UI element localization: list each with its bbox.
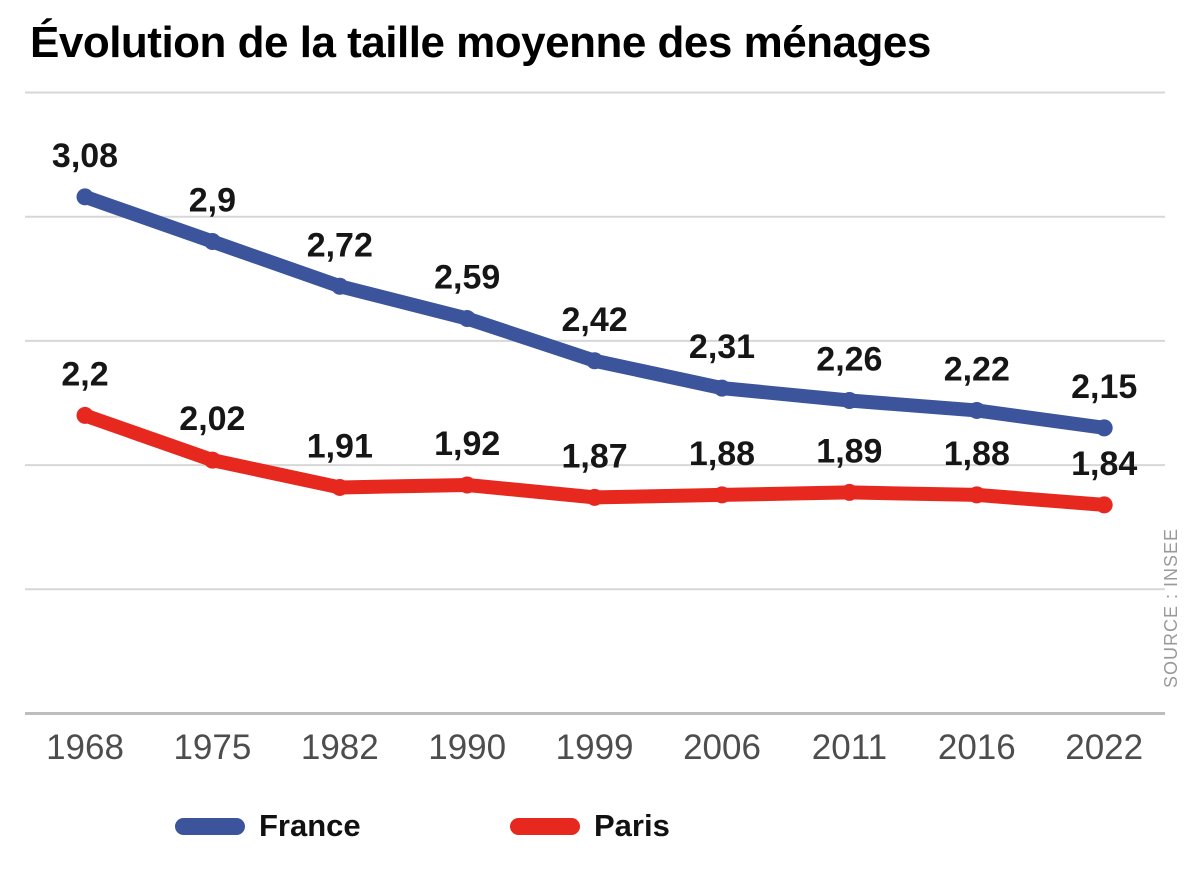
value-label-paris: 1,91 bbox=[307, 427, 373, 465]
point-marker-france bbox=[713, 379, 731, 397]
value-label-paris: 1,89 bbox=[816, 432, 882, 470]
point-marker-france bbox=[586, 352, 604, 370]
point-marker-paris bbox=[968, 486, 986, 504]
value-label-paris: 1,87 bbox=[562, 437, 628, 475]
value-label-france: 2,15 bbox=[1071, 368, 1137, 406]
point-marker-paris bbox=[458, 476, 476, 494]
point-marker-france bbox=[458, 310, 476, 328]
point-marker-france bbox=[1095, 419, 1113, 437]
value-label-france: 2,72 bbox=[307, 226, 373, 264]
point-marker-paris bbox=[203, 451, 221, 469]
point-marker-paris bbox=[840, 483, 858, 501]
point-marker-paris bbox=[713, 486, 731, 504]
value-label-paris: 1,88 bbox=[944, 435, 1010, 473]
x-tick-label: 1968 bbox=[46, 728, 124, 767]
france-line-swatch bbox=[175, 817, 245, 835]
point-marker-france bbox=[203, 233, 221, 251]
x-tick-label: 2016 bbox=[938, 728, 1016, 767]
point-marker-france bbox=[76, 188, 94, 206]
value-label-france: 2,9 bbox=[189, 182, 236, 220]
legend-item-france: France bbox=[175, 806, 361, 846]
x-tick-label: 2006 bbox=[683, 728, 761, 767]
point-marker-france bbox=[840, 392, 858, 410]
value-label-paris: 1,84 bbox=[1071, 445, 1137, 483]
point-marker-paris bbox=[76, 406, 94, 424]
value-label-france: 2,26 bbox=[816, 341, 882, 379]
source-credit: SOURCE : INSEE bbox=[1161, 528, 1181, 689]
value-label-paris: 1,88 bbox=[689, 435, 755, 473]
value-label-paris: 2,02 bbox=[179, 400, 245, 438]
x-tick-label: 2011 bbox=[812, 728, 887, 767]
point-marker-paris bbox=[331, 478, 349, 496]
x-tick-label: 1999 bbox=[556, 728, 634, 767]
value-label-paris: 2,2 bbox=[61, 355, 108, 393]
value-label-france: 2,31 bbox=[689, 328, 755, 366]
legend-item-paris: Paris bbox=[510, 806, 670, 846]
value-label-paris: 1,92 bbox=[434, 425, 500, 463]
x-tick-label: 1975 bbox=[173, 728, 251, 767]
value-label-france: 2,22 bbox=[944, 350, 1010, 388]
value-label-france: 3,08 bbox=[52, 137, 118, 175]
paris-line-swatch bbox=[510, 817, 580, 835]
legend-label-france: France bbox=[259, 807, 361, 843]
legend-label-paris: Paris bbox=[594, 807, 670, 843]
point-marker-paris bbox=[1095, 496, 1113, 514]
x-tick-label: 2022 bbox=[1065, 728, 1143, 767]
point-marker-france bbox=[968, 401, 986, 419]
point-marker-france bbox=[331, 277, 349, 295]
chart-title: Évolution de la taille moyenne des ménag… bbox=[30, 18, 931, 67]
point-marker-paris bbox=[586, 488, 604, 506]
value-label-france: 2,59 bbox=[434, 259, 500, 297]
chart-legend: France Paris bbox=[0, 806, 1190, 856]
x-tick-label: 1982 bbox=[301, 728, 379, 767]
x-tick-label: 1990 bbox=[428, 728, 506, 767]
value-label-france: 2,42 bbox=[562, 301, 628, 339]
